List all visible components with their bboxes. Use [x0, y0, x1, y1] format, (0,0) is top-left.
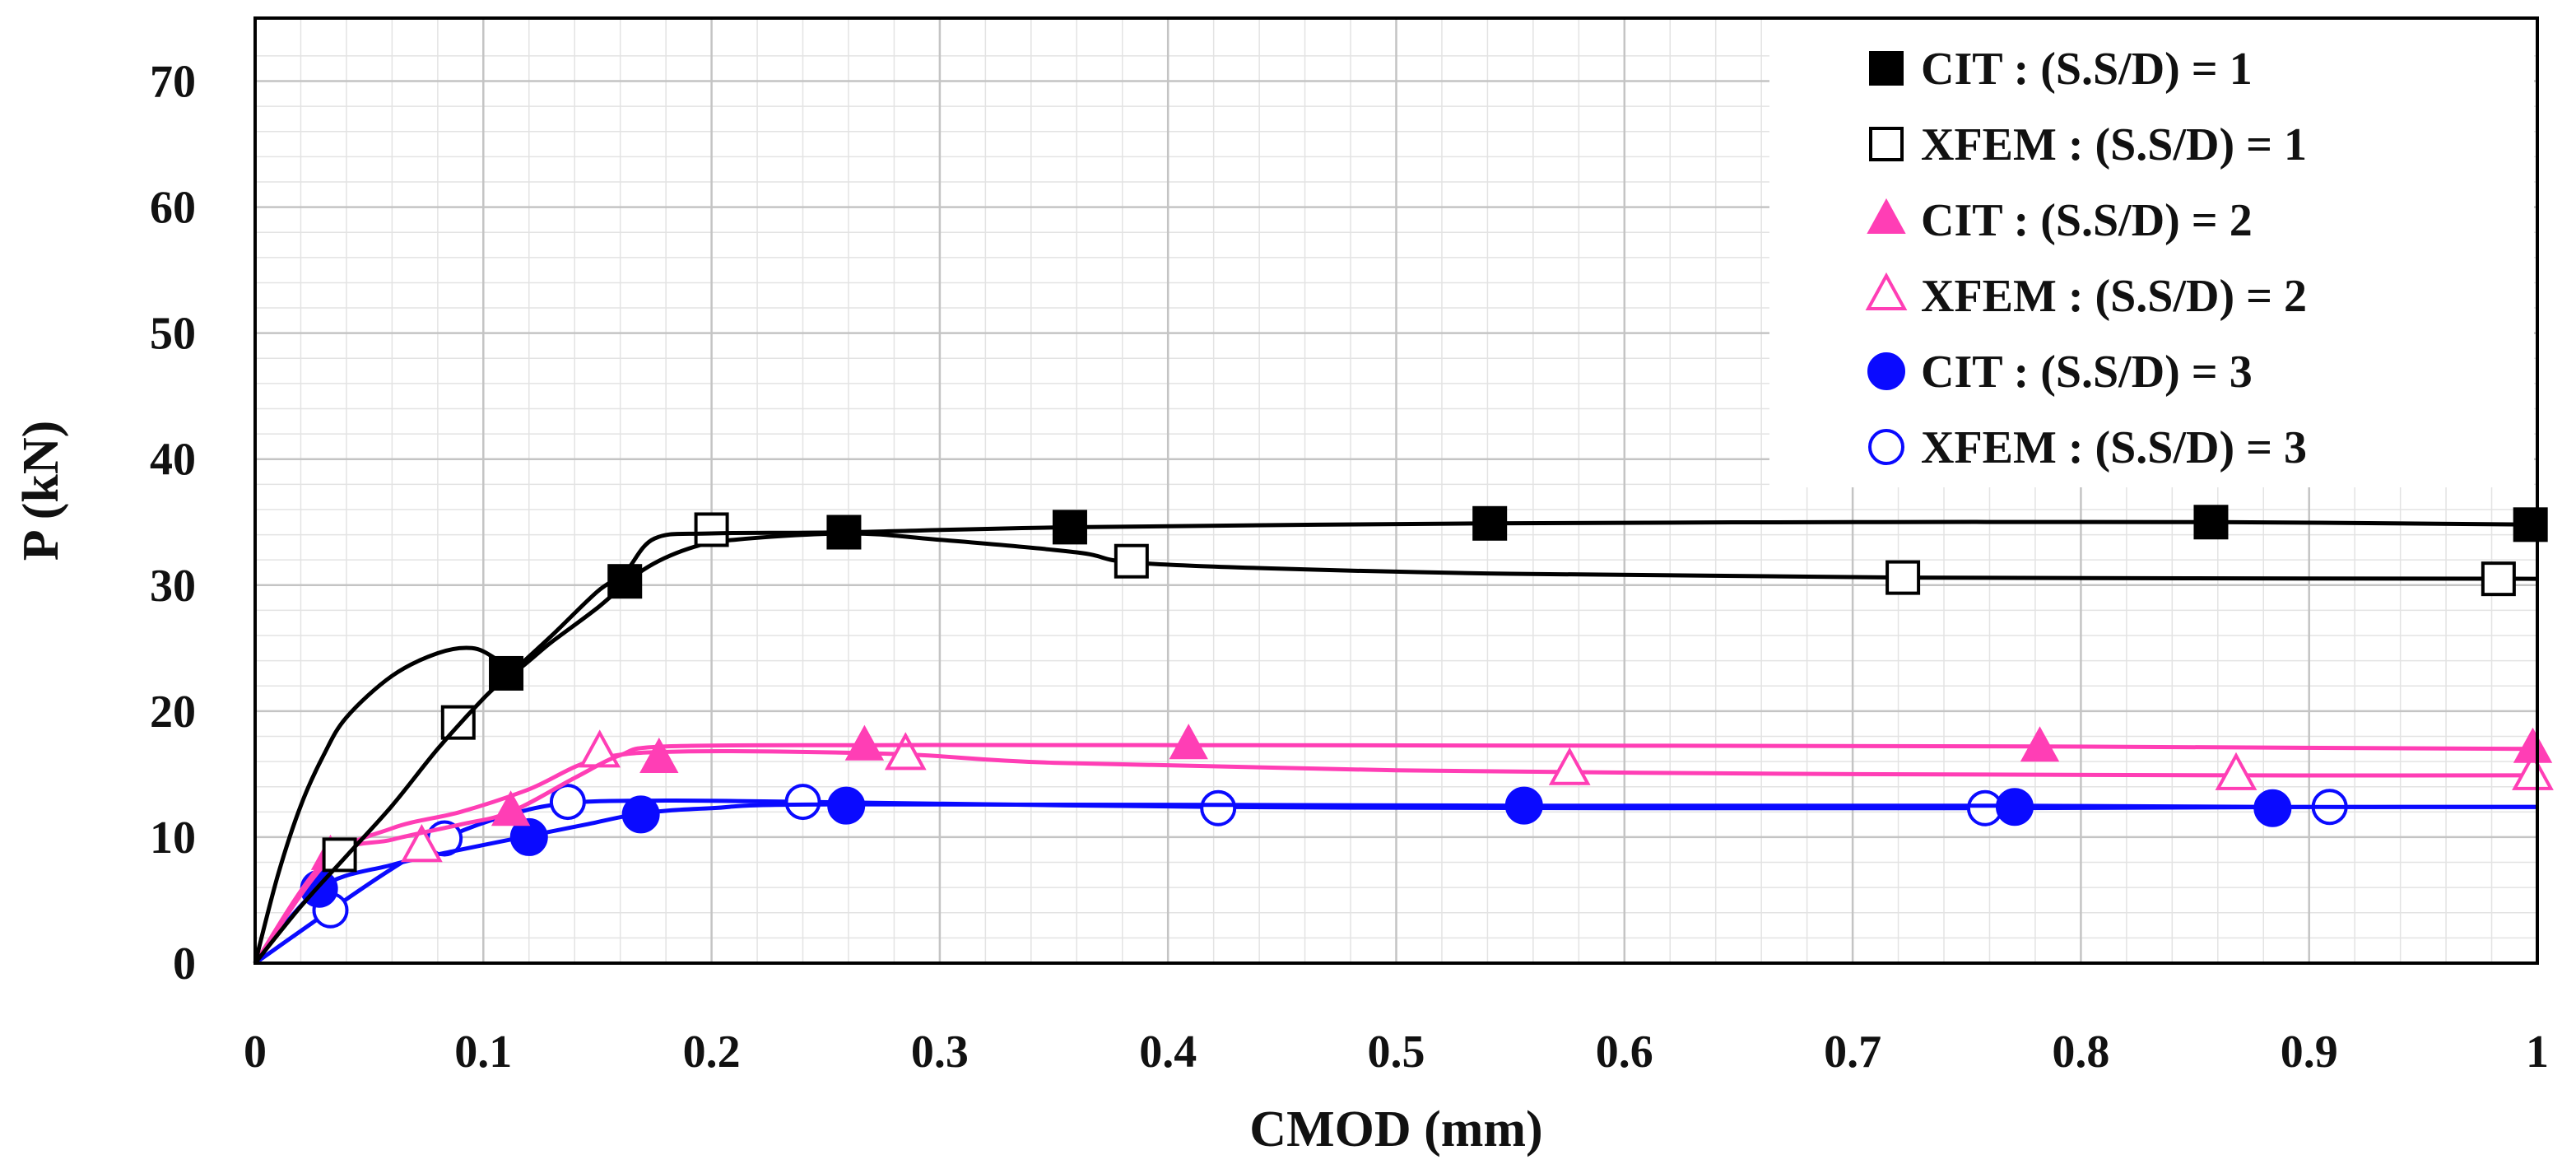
legend-item: XFEM : (S.S/D) = 2	[1865, 271, 2307, 322]
data-point	[1504, 786, 1543, 825]
data-point	[621, 795, 660, 834]
x-tick-label: 0.4	[1139, 1027, 1197, 1078]
legend-label: XFEM : (S.S/D) = 2	[1921, 271, 2307, 322]
y-tick-label: 50	[150, 309, 196, 360]
data-point	[2513, 727, 2553, 763]
data-point	[1114, 543, 1149, 579]
legend-label: CIT : (S.S/D) = 3	[1921, 347, 2253, 398]
x-axis-ticks: 0 0.1 0.2 0.3 0.4 0.5 0.6 0.7 0.8 0.9 1	[244, 1027, 2549, 1078]
series-5	[253, 786, 2538, 965]
data-point	[1886, 560, 1921, 595]
legend-item: XFEM : (S.S/D) = 3	[1868, 422, 2307, 473]
x-tick-label: 0.3	[911, 1027, 969, 1078]
data-point	[2215, 752, 2257, 790]
data-point	[607, 564, 643, 599]
legend-square-icon	[1869, 51, 1904, 86]
data-point	[2193, 505, 2229, 540]
y-tick-label: 30	[150, 561, 196, 612]
legend-item: XFEM : (S.S/D) = 1	[1869, 119, 2307, 170]
data-point	[2020, 726, 2060, 762]
data-point	[1548, 747, 1591, 785]
data-point	[489, 655, 524, 691]
legend-circle-icon	[1867, 352, 1905, 390]
data-point	[401, 824, 443, 863]
data-point	[826, 514, 862, 550]
legend-triangle-icon	[1865, 272, 1908, 310]
data-point	[1200, 789, 1237, 826]
x-tick-label: 0.1	[454, 1027, 512, 1078]
y-axis-title: P (kN)	[13, 421, 69, 561]
data-point	[491, 790, 531, 826]
data-point	[639, 737, 679, 773]
legend-triangle-icon	[1867, 198, 1906, 234]
legend-label: XFEM : (S.S/D) = 3	[1921, 422, 2307, 473]
data-point	[509, 817, 548, 856]
legend-circle-icon	[1868, 429, 1904, 465]
legend-item: CIT : (S.S/D) = 2	[1867, 195, 2253, 246]
series-2	[253, 512, 2538, 964]
data-point	[1052, 510, 1087, 545]
data-point	[884, 732, 927, 771]
x-axis-title: CMOD (mm)	[1249, 1101, 1542, 1157]
x-tick-label: 0	[244, 1027, 267, 1078]
legend-square-icon	[1869, 127, 1904, 161]
data-point	[1995, 788, 2034, 826]
legend-background	[1769, 20, 2534, 487]
data-point	[1472, 505, 1508, 541]
y-tick-label: 60	[150, 183, 196, 234]
x-tick-label: 0.8	[2052, 1027, 2109, 1078]
y-tick-label: 20	[150, 687, 196, 738]
legend-label: XFEM : (S.S/D) = 1	[1921, 119, 2307, 170]
y-tick-label: 0	[173, 938, 196, 989]
series-line	[253, 519, 2538, 965]
series-line	[253, 749, 2538, 965]
data-point	[549, 784, 586, 821]
data-point	[784, 784, 821, 821]
series-line	[253, 743, 2538, 965]
legend: CIT : (S.S/D) = 1 XFEM : (S.S/D) = 1 CIT :…	[1769, 20, 2534, 487]
data-point	[2513, 507, 2548, 542]
x-tick-label: 0.6	[1596, 1027, 1653, 1078]
data-point	[2253, 789, 2292, 827]
series-layer	[253, 505, 2554, 966]
legend-label: CIT : (S.S/D) = 2	[1921, 195, 2253, 246]
y-axis-ticks: 0 10 20 30 40 50 60 70	[150, 57, 196, 989]
legend-item: CIT : (S.S/D) = 1	[1869, 44, 2253, 95]
x-tick-label: 0.7	[1824, 1027, 1881, 1078]
legend-item: CIT : (S.S/D) = 3	[1867, 347, 2253, 398]
x-tick-label: 1	[2526, 1027, 2549, 1078]
x-tick-label: 0.9	[2281, 1027, 2338, 1078]
y-tick-label: 40	[150, 435, 196, 486]
data-point	[844, 724, 885, 761]
plot-frame	[253, 16, 2539, 965]
data-point	[2481, 561, 2516, 597]
x-tick-label: 0.2	[683, 1027, 741, 1078]
y-tick-label: 70	[150, 57, 196, 108]
x-tick-label: 0.5	[1368, 1027, 1425, 1078]
series-1	[253, 505, 2548, 965]
data-point	[2512, 752, 2554, 790]
legend-label: CIT : (S.S/D) = 1	[1921, 44, 2253, 95]
data-point	[694, 512, 729, 547]
y-tick-label: 10	[150, 812, 196, 864]
data-point	[827, 786, 866, 825]
data-point	[1169, 724, 1208, 760]
